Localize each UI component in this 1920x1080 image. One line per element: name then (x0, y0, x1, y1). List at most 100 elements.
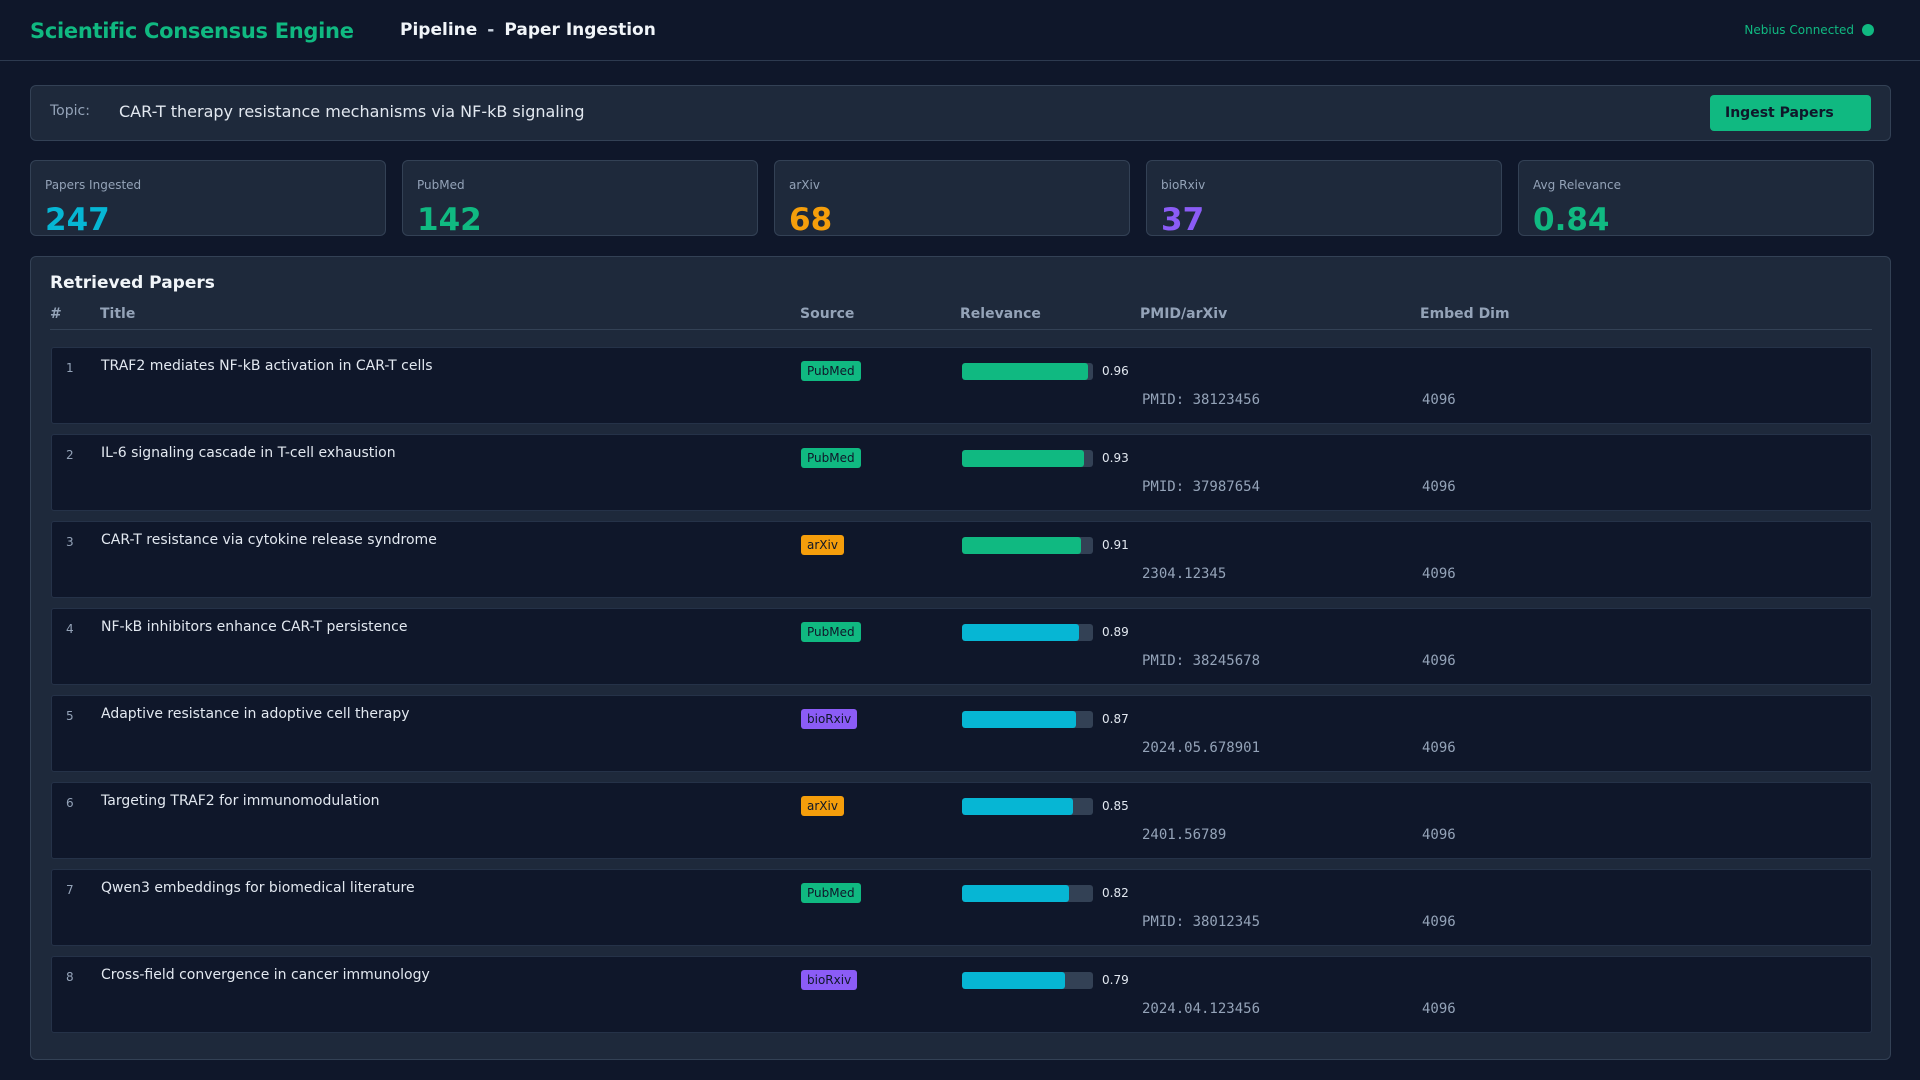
top-bar: Scientific Consensus Engine Pipeline - P… (0, 0, 1920, 61)
relevance-score: 0.82 (1102, 886, 1129, 900)
paper-id: PMID: 37987654 (1142, 479, 1261, 495)
breadcrumb-pipeline[interactable]: Pipeline (400, 20, 478, 40)
paper-title[interactable]: Adaptive resistance in adoptive cell the… (101, 706, 410, 722)
paper-title[interactable]: Qwen3 embeddings for biomedical literatu… (101, 880, 415, 896)
relevance-bar (962, 711, 1093, 728)
relevance-score: 0.85 (1102, 799, 1129, 813)
stat-card: bioRxiv 37 (1146, 160, 1502, 238)
table-row[interactable]: 8 Cross-field convergence in cancer immun… (51, 956, 1872, 1033)
row-number: 7 (66, 883, 74, 897)
stat-card: PubMed 142 (402, 160, 758, 238)
stat-label: Papers Ingested (45, 178, 142, 192)
source-badge: PubMed (801, 622, 861, 642)
stat-card: Avg Relevance 0.84 (1518, 160, 1874, 238)
source-badge: PubMed (801, 361, 861, 381)
relevance-bar-fill (962, 798, 1074, 815)
relevance-bar-fill (962, 711, 1076, 728)
app-title: Scientific Consensus Engine (30, 19, 354, 43)
relevance-bar-fill (962, 450, 1084, 467)
embed-dim: 4096 (1422, 740, 1456, 756)
embed-dim: 4096 (1422, 1001, 1456, 1017)
row-number: 1 (66, 361, 74, 375)
relevance-score: 0.87 (1102, 712, 1129, 726)
source-badge: bioRxiv (801, 709, 858, 729)
breadcrumb-paper-ingestion: Paper Ingestion (504, 20, 656, 40)
relevance-bar (962, 363, 1093, 380)
stat-card: Papers Ingested 247 (30, 160, 386, 238)
relevance-bar (962, 972, 1093, 989)
embed-dim: 4096 (1422, 392, 1456, 408)
breadcrumb-separator: - (487, 20, 495, 40)
topic-bar: Topic: CAR-T therapy resistance mechanis… (30, 85, 1891, 141)
paper-title[interactable]: TRAF2 mediates NF-kB activation in CAR-T… (101, 358, 433, 374)
relevance-bar-fill (962, 885, 1070, 902)
table-header: # Title Source Relevance PMID/arXiv Embe… (50, 305, 1872, 330)
stat-value: 142 (417, 202, 482, 238)
relevance-bar-fill (962, 363, 1088, 380)
table-row[interactable]: 4 NF-kB inhibitors enhance CAR-T persiste… (51, 608, 1872, 685)
relevance-bar (962, 624, 1093, 641)
table-row[interactable]: 5 Adaptive resistance in adoptive cell th… (51, 695, 1872, 772)
paper-id: 2304.12345 (1142, 566, 1227, 582)
connection-status-dot-icon (1862, 24, 1874, 36)
topic-label: Topic: (50, 103, 90, 119)
column-header-title: Title (100, 306, 136, 322)
stat-value: 68 (789, 202, 833, 238)
paper-title[interactable]: IL-6 signaling cascade in T-cell exhaust… (101, 445, 396, 461)
paper-id: PMID: 38245678 (1142, 653, 1261, 669)
table-row[interactable]: 3 CAR-T resistance via cytokine release s… (51, 521, 1872, 598)
stat-value: 37 (1161, 202, 1205, 238)
paper-id: PMID: 38012345 (1142, 914, 1261, 930)
paper-title[interactable]: Targeting TRAF2 for immunomodulation (101, 793, 380, 809)
row-number: 2 (66, 448, 74, 462)
row-number: 3 (66, 535, 74, 549)
source-badge: arXiv (801, 535, 844, 555)
relevance-score: 0.96 (1102, 364, 1129, 378)
paper-id: 2024.05.678901 (1142, 740, 1261, 756)
relevance-score: 0.93 (1102, 451, 1129, 465)
stat-value: 247 (45, 202, 110, 238)
relevance-bar (962, 885, 1093, 902)
paper-title[interactable]: Cross-field convergence in cancer immuno… (101, 967, 430, 983)
row-number: 5 (66, 709, 74, 723)
row-number: 6 (66, 796, 74, 810)
relevance-bar (962, 450, 1093, 467)
panel-title: Retrieved Papers (50, 273, 215, 293)
embed-dim: 4096 (1422, 827, 1456, 843)
relevance-bar (962, 798, 1093, 815)
ingest-papers-button[interactable]: Ingest Papers (1710, 95, 1871, 131)
relevance-bar (962, 537, 1093, 554)
relevance-bar-fill (962, 972, 1066, 989)
source-badge: PubMed (801, 883, 861, 903)
row-number: 8 (66, 970, 74, 984)
table-row[interactable]: 7 Qwen3 embeddings for biomedical literat… (51, 869, 1872, 946)
paper-title[interactable]: NF-kB inhibitors enhance CAR-T persisten… (101, 619, 408, 635)
paper-title[interactable]: CAR-T resistance via cytokine release sy… (101, 532, 437, 548)
column-header-source: Source (800, 306, 855, 322)
source-badge: PubMed (801, 448, 861, 468)
stat-label: bioRxiv (1161, 178, 1206, 192)
breadcrumb: Pipeline - Paper Ingestion (400, 20, 656, 40)
embed-dim: 4096 (1422, 479, 1456, 495)
table-row[interactable]: 6 Targeting TRAF2 for immunomodulation arX… (51, 782, 1872, 859)
paper-id: 2024.04.123456 (1142, 1001, 1261, 1017)
stat-label: Avg Relevance (1533, 178, 1621, 192)
table-row[interactable]: 1 TRAF2 mediates NF-kB activation in CAR-… (51, 347, 1872, 424)
connection-status: Nebius Connected (1744, 23, 1854, 37)
stat-value: 0.84 (1533, 202, 1610, 238)
relevance-score: 0.89 (1102, 625, 1129, 639)
column-header-embed-dim: Embed Dim (1420, 306, 1510, 322)
row-number: 4 (66, 622, 74, 636)
table-row[interactable]: 2 IL-6 signaling cascade in T-cell exhaus… (51, 434, 1872, 511)
stat-label: arXiv (789, 178, 820, 192)
stat-card: arXiv 68 (774, 160, 1130, 238)
embed-dim: 4096 (1422, 914, 1456, 930)
source-badge: bioRxiv (801, 970, 858, 990)
paper-id: 2401.56789 (1142, 827, 1227, 843)
paper-id: PMID: 38123456 (1142, 392, 1261, 408)
embed-dim: 4096 (1422, 566, 1456, 582)
source-badge: arXiv (801, 796, 844, 816)
column-header-id: PMID/arXiv (1140, 306, 1228, 322)
relevance-bar-fill (962, 624, 1079, 641)
topic-input[interactable]: CAR-T therapy resistance mechanisms via … (119, 102, 585, 121)
